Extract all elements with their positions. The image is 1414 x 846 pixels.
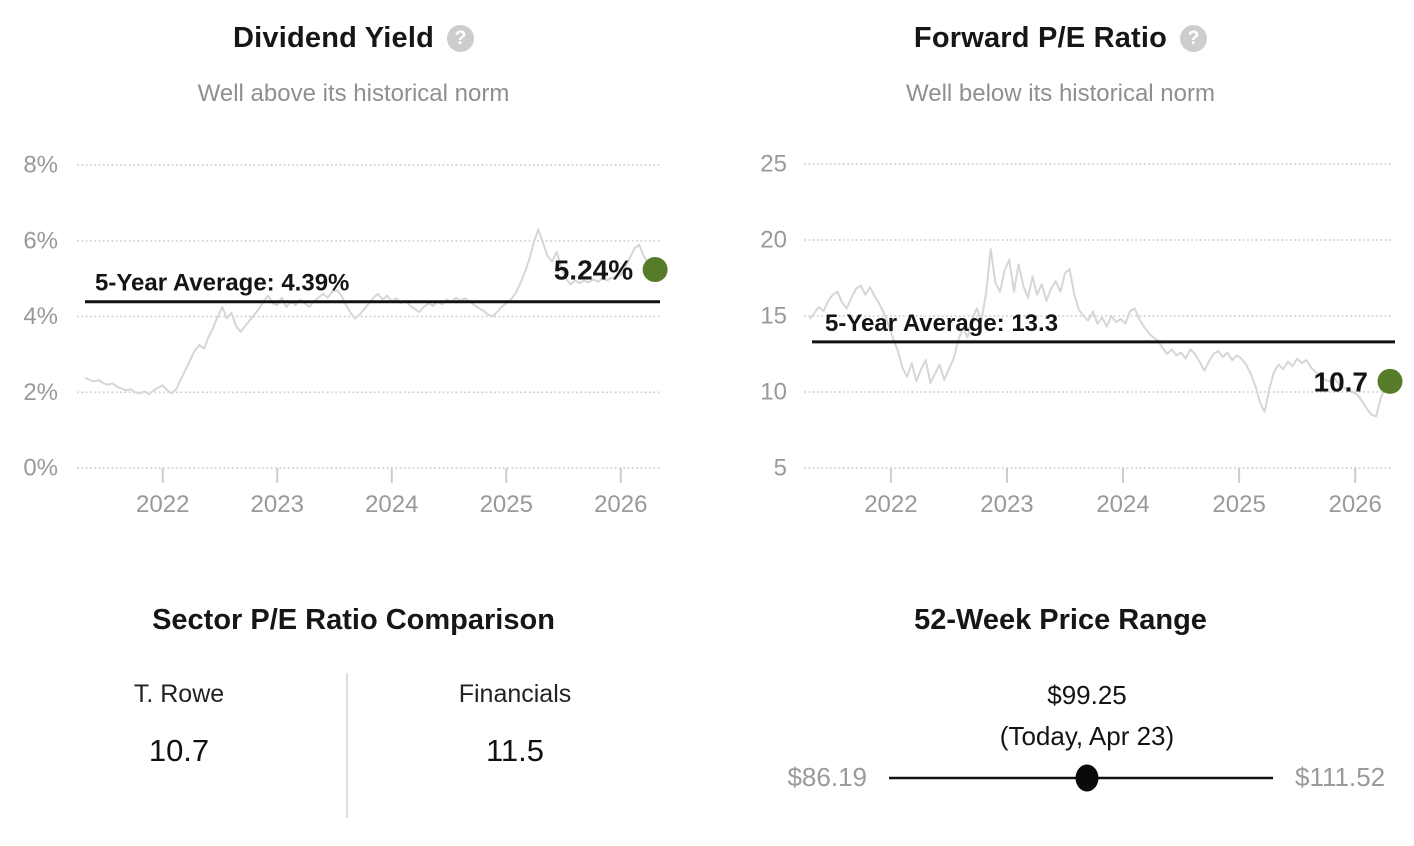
y-axis-label: 20	[760, 227, 787, 254]
forward-pe-title: Forward P/E Ratio	[913, 22, 1168, 54]
dividend-yield-subtitle: Well above its historical norm	[197, 80, 510, 107]
forward-pe-title-row: Forward P/E Ratio ?	[707, 22, 1414, 55]
series-line	[808, 248, 1391, 418]
dividend-yield-title-row: Dividend Yield ?	[0, 22, 707, 55]
y-axis-label: 25	[760, 151, 787, 178]
x-axis-label: 2023	[980, 491, 1033, 518]
sector-comparison-title: Sector P/E Ratio Comparison	[152, 604, 555, 636]
panel-dividend-yield: Dividend Yield ? Well above its historic…	[0, 0, 707, 580]
y-axis-label: 8%	[23, 152, 58, 179]
dividend-yield-title: Dividend Yield	[232, 22, 434, 54]
average-label: 5-Year Average: 13.3	[825, 310, 1058, 337]
vertical-divider	[346, 673, 348, 818]
x-axis-label: 2022	[136, 491, 189, 518]
x-axis-label: 2023	[251, 491, 304, 518]
current-value-dot	[1377, 368, 1403, 394]
y-axis-label: 10	[760, 379, 787, 406]
average-label: 5-Year Average: 4.39%	[95, 270, 349, 297]
current-price: $99.25	[1047, 680, 1127, 710]
current-value-label: 10.7	[1314, 366, 1369, 397]
y-axis-label: 0%	[23, 455, 58, 482]
x-axis-label: 2024	[1096, 491, 1149, 518]
range-high-label: $111.52	[1295, 762, 1386, 792]
current-price-date: (Today, Apr 23)	[999, 721, 1175, 751]
current-value-dot	[642, 257, 668, 283]
panel-sector-comparison: Sector P/E Ratio Comparison T. Rowe 10.7…	[0, 580, 707, 846]
price-range-title: 52-Week Price Range	[914, 604, 1207, 636]
current-price-marker[interactable]	[1075, 764, 1099, 792]
x-axis-label: 2026	[1328, 491, 1381, 518]
y-axis-label: 2%	[23, 379, 58, 406]
x-axis-label: 2025	[1212, 491, 1265, 518]
panel-price-range: 52-Week Price Range $99.25 (Today, Apr 2…	[707, 580, 1414, 846]
sector-item-company-label: T. Rowe	[133, 680, 225, 708]
sector-item-sector-label: Financials	[458, 680, 572, 708]
help-icon[interactable]: ?	[1180, 25, 1208, 52]
forward-pe-subtitle: Well below its historical norm	[906, 80, 1215, 107]
y-axis-label: 5	[774, 455, 787, 482]
price-range-slider	[889, 764, 1273, 792]
y-axis-label: 4%	[23, 303, 58, 330]
x-axis-label: 2026	[594, 491, 647, 518]
x-axis-label: 2022	[864, 491, 917, 518]
current-value-label: 5.24%	[554, 255, 633, 286]
range-low-label: $86.19	[787, 762, 867, 792]
sector-item-sector-value: 11.5	[485, 733, 545, 768]
help-icon[interactable]: ?	[447, 25, 474, 52]
dividend-yield-chart: 0% 2% 4% 6% 8% 2022 2023 2024 2025 2026 5-Year Ave…	[23, 152, 668, 518]
x-axis-label: 2024	[365, 491, 418, 518]
sector-item-company-value: 10.7	[148, 733, 210, 768]
y-axis-label: 15	[760, 303, 787, 330]
x-axis-label: 2025	[480, 491, 533, 518]
y-axis-label: 6%	[23, 227, 58, 254]
panel-forward-pe: Forward P/E Ratio ? Well below its histo…	[707, 0, 1414, 580]
